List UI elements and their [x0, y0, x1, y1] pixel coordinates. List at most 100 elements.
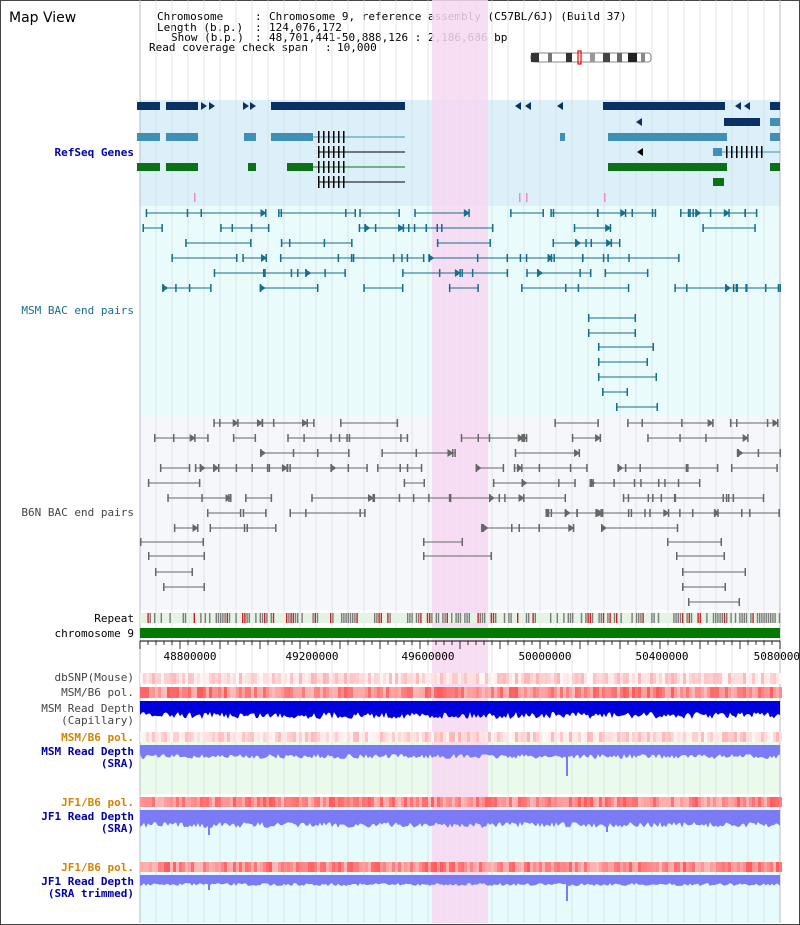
msm-b6-pol-sra-cell [506, 732, 509, 742]
jf1-b6-pol-trim-cell [644, 862, 647, 872]
dbsnp-cell [680, 673, 683, 684]
b6n-bac-end [554, 419, 556, 427]
track-label-jf1-b6-pol-trimmed[interactable]: JF1/B6 pol. [61, 861, 134, 874]
track-label-b6n-bac[interactable]: B6N BAC end pairs [21, 506, 134, 519]
msm-b6-pol-cell [242, 687, 245, 698]
dbsnp-cell [158, 673, 161, 684]
repeat-element [697, 613, 699, 623]
track-label-msm-b6-pol[interactable]: MSM/B6 pol. [61, 686, 134, 699]
dbsnp-cell [179, 673, 182, 684]
jf1-b6-pol-trim-cell [689, 862, 692, 872]
msm-b6-pol-sra-cell [470, 732, 473, 742]
dbsnp-cell [293, 673, 296, 684]
polymorphism-heat-tracks[interactable] [140, 673, 782, 872]
repeat-element [354, 613, 356, 623]
b6n-bac-pairs-track[interactable] [140, 419, 781, 606]
msm-b6-pol-cell [353, 687, 356, 698]
read-depth-tracks[interactable] [140, 701, 780, 901]
msm-b6-pol-cell [227, 687, 230, 698]
msm-bac-pairs-track[interactable] [142, 209, 781, 411]
jf1-b6-pol-trim-cell [518, 862, 521, 872]
jf1-b6-pol-trim-cell [428, 862, 431, 872]
jf1-b6-pol-cell [401, 797, 404, 807]
msm-b6-pol-cell [395, 687, 398, 698]
track-label-msm-bac[interactable]: MSM BAC end pairs [21, 304, 134, 317]
msm-bac-end [542, 209, 544, 217]
msm-b6-pol-cell [725, 687, 728, 698]
dbsnp-cell [407, 673, 410, 684]
msm-b6-pol-sra-cell [593, 732, 596, 742]
b6n-bac-end [492, 479, 495, 487]
jf1-b6-pol-trim-cell [215, 862, 218, 872]
msm-b6-pol-cell [734, 687, 737, 698]
jf1-b6-pol-cell [647, 797, 650, 807]
track-label-msm-depth-capillary[interactable]: MSM Read Depth (Capillary) [41, 702, 134, 727]
repeat-element [292, 613, 294, 623]
msm-b6-pol-sra-cell [404, 732, 407, 742]
b6n-bac-end [406, 434, 409, 442]
repeat-element [330, 613, 332, 623]
repeat-element [717, 613, 719, 623]
msm-b6-pol-sra-cell [716, 732, 719, 742]
highlight-region[interactable] [432, 0, 488, 923]
msm-b6-pol-sra-cell [347, 732, 350, 742]
msm-b6-pol-sra-cell [434, 732, 437, 742]
repeat-element [679, 613, 682, 623]
track-label-refseq[interactable]: RefSeq Genes [54, 146, 134, 159]
dbsnp-cell [188, 673, 191, 684]
repeat-element [169, 613, 171, 623]
jf1-b6-pol-trim-cell [335, 862, 338, 872]
msm-b6-pol-sra-cell [452, 732, 455, 742]
gene-exon [608, 133, 727, 141]
jf1-b6-pol-cell [548, 797, 551, 807]
chromosome-ideogram[interactable] [530, 50, 652, 65]
b6n-bac-end [202, 538, 204, 546]
jf1-b6-pol-trim-cell [551, 862, 554, 872]
gene-exon-tick [333, 176, 335, 188]
msm-b6-pol-sra-cell [398, 732, 401, 742]
repeat-element [739, 613, 741, 623]
b6n-bac-end [513, 464, 516, 472]
jf1-b6-pol-cell [449, 797, 452, 807]
jf1-b6-pol-cell [278, 797, 281, 807]
b6n-bac-end [716, 464, 719, 472]
dbsnp-cell [701, 673, 704, 684]
jf1-b6-pol-trim-cell [437, 862, 440, 872]
jf1-b6-pol-cell [605, 797, 608, 807]
track-label-dbsnp[interactable]: dbSNP(Mouse) [54, 671, 134, 684]
track-label-msm-depth-sra[interactable]: MSM Read Depth (SRA) [41, 745, 134, 770]
track-label-jf1-depth-sra[interactable]: JF1 Read Depth (SRA) [41, 810, 134, 835]
msm-b6-pol-sra-cell [536, 732, 539, 742]
jf1-b6-pol-cell [218, 797, 221, 807]
jf1-b6-pol-trim-cell [170, 862, 173, 872]
track-label-jf1-b6-pol[interactable]: JF1/B6 pol. [61, 796, 134, 809]
jf1-b6-pol-trim-cell [734, 862, 737, 872]
jf1-b6-pol-cell [194, 797, 197, 807]
jf1-b6-pol-cell [533, 797, 536, 807]
msm-b6-pol-sra-cell [683, 732, 686, 742]
dbsnp-cell [239, 673, 242, 684]
track-label-repeat[interactable]: Repeat [94, 612, 134, 625]
repeat-element [444, 613, 446, 623]
msm-b6-pol-cell [695, 687, 698, 698]
track-label-msm-b6-pol-sra[interactable]: MSM/B6 pol. [61, 731, 134, 744]
b6n-bac-arrow [707, 419, 714, 427]
msm-b6-pol-sra-cell [269, 732, 272, 742]
msm-b6-pol-sra-cell [563, 732, 566, 742]
dbsnp-cell [758, 673, 761, 684]
jf1-b6-pol-trim-cell [185, 862, 188, 872]
repeat-element [673, 613, 675, 623]
repeat-track[interactable] [140, 613, 781, 623]
jf1-b6-pol-cell [344, 797, 347, 807]
refseq-genes-track[interactable] [137, 102, 780, 202]
jf1-b6-pol-cell [149, 797, 152, 807]
b6n-bac-end [730, 464, 733, 472]
track-label-jf1-depth-trimmed[interactable]: JF1 Read Depth (SRA trimmed) [41, 875, 134, 900]
dbsnp-cell [728, 673, 731, 684]
dbsnp-cell [221, 673, 224, 684]
jf1-b6-pol-trim-cell [182, 862, 185, 872]
repeat-element [657, 613, 660, 623]
dbsnp-cell [638, 673, 641, 684]
gene-exon [287, 163, 313, 171]
